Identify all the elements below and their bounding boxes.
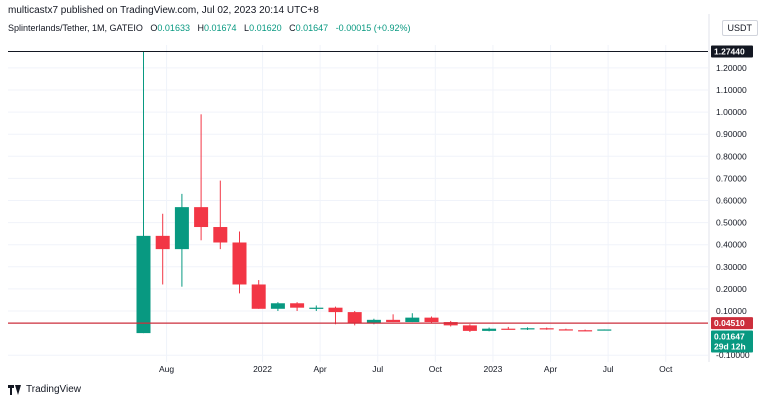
- price-axis: -0.10000 0.10000 0.20000 0.30000 0.40000 0.50…: [716, 63, 750, 360]
- y-tick-label: 0.90000: [716, 129, 747, 139]
- candle-body: [136, 235, 151, 334]
- open-label: O: [150, 23, 158, 33]
- change-value: -0.00015 (+0.92%): [335, 23, 411, 33]
- tradingview-logo[interactable]: TradingView: [8, 384, 81, 395]
- candle-body: [539, 328, 554, 330]
- candle-body: [578, 330, 593, 332]
- low-value: 0.01620: [249, 23, 282, 33]
- x-tick-label: 2023: [483, 364, 502, 374]
- y-tick-label: 0.20000: [716, 284, 747, 294]
- low-label: L: [244, 23, 250, 33]
- high-label: H: [197, 23, 204, 33]
- candle-body: [386, 319, 401, 323]
- x-tick-label: Oct: [659, 364, 673, 374]
- open-value: 0.01633: [157, 23, 190, 33]
- candle-body: [194, 207, 209, 228]
- symbol-label[interactable]: Splinterlands/Tether, 1M, GATEIO: [8, 23, 143, 33]
- y-tick-label: 1.20000: [716, 63, 747, 73]
- y-tick-label: 0.10000: [716, 306, 747, 316]
- candle-body: [424, 317, 439, 323]
- candle-body: [597, 329, 612, 331]
- y-tick-label: 0.80000: [716, 151, 747, 161]
- y-tick-label: 0.60000: [716, 196, 747, 206]
- currency-button[interactable]: USDT: [721, 20, 758, 36]
- close-label: C: [289, 23, 296, 33]
- candle-body: [328, 307, 343, 313]
- candle-body: [155, 235, 170, 250]
- high-value: 0.01674: [203, 23, 237, 33]
- tradingview-brand-text: TradingView: [26, 384, 82, 395]
- y-tick-label: 1.10000: [716, 85, 747, 95]
- y-tick-label: 0.50000: [716, 218, 747, 228]
- last-price-tag-text: 0.01647: [714, 331, 745, 341]
- x-tick-label: Aug: [159, 364, 174, 374]
- candle-body: [366, 319, 381, 324]
- price-line-tag-bg: [711, 317, 753, 330]
- x-tick-label: Oct: [429, 364, 443, 374]
- candle-body: [347, 312, 362, 324]
- last-price-tag-text: 29d 12h: [714, 341, 746, 351]
- y-tick-label: 0.30000: [716, 262, 747, 272]
- y-tick-label: -0.10000: [716, 350, 750, 360]
- x-tick-label: Jul: [603, 364, 614, 374]
- max-price-tag-bg: [711, 45, 753, 58]
- y-tick-label: 1.00000: [716, 107, 747, 117]
- close-value: 0.01647: [295, 23, 329, 33]
- candle-body: [290, 303, 305, 308]
- candle-body: [501, 328, 516, 330]
- overlay-lines: [8, 14, 710, 362]
- candle-body: [482, 328, 497, 331]
- publisher-line: multicastx7 published on TradingView.com…: [8, 5, 319, 16]
- candle-body: [405, 317, 420, 323]
- x-tick-label: Apr: [544, 364, 557, 374]
- time-axis: Aug 2022 Apr Jul Oct 2023 Apr Jul Oct: [159, 364, 673, 374]
- grid-lines: [8, 45, 708, 362]
- ohlc-legend: Splinterlands/Tether, 1M, GATEIO O0.0163…: [8, 23, 411, 33]
- candles-group: [136, 51, 612, 334]
- candle-body: [174, 207, 189, 250]
- candle-body: [213, 227, 228, 243]
- x-tick-label: Jul: [372, 364, 383, 374]
- tradingview-logo-icon: [8, 384, 22, 395]
- candle-body: [251, 284, 266, 309]
- candle-body: [309, 307, 324, 309]
- y-tick-label: 0.70000: [716, 173, 747, 183]
- max-price-tag-text: 1.27440: [714, 46, 745, 56]
- candle-body: [558, 329, 573, 331]
- x-tick-label: 2022: [253, 364, 272, 374]
- candle-body: [462, 325, 477, 331]
- y-tick-label: 0.40000: [716, 240, 747, 250]
- candle-body: [232, 242, 247, 285]
- x-tick-label: Apr: [314, 364, 327, 374]
- candle-body: [270, 303, 285, 309]
- price-line-tag-text: 0.04510: [714, 318, 745, 328]
- candle-body: [520, 328, 535, 330]
- last-price-tag-bg: [711, 330, 753, 353]
